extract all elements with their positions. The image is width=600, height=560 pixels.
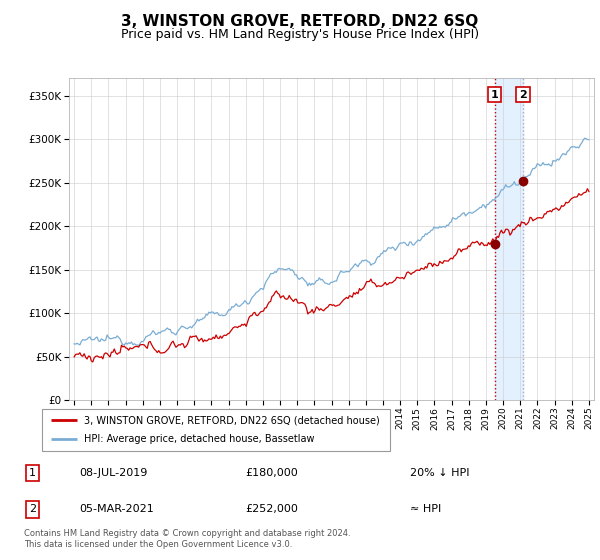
Text: £180,000: £180,000 — [245, 468, 298, 478]
Text: 1: 1 — [491, 90, 499, 100]
Text: 1: 1 — [29, 468, 36, 478]
Text: 2: 2 — [29, 505, 36, 515]
Text: HPI: Average price, detached house, Bassetlaw: HPI: Average price, detached house, Bass… — [84, 435, 314, 445]
Text: 05-MAR-2021: 05-MAR-2021 — [79, 505, 154, 515]
Text: Contains HM Land Registry data © Crown copyright and database right 2024.
This d: Contains HM Land Registry data © Crown c… — [24, 529, 350, 549]
Text: ≈ HPI: ≈ HPI — [410, 505, 442, 515]
Text: Price paid vs. HM Land Registry's House Price Index (HPI): Price paid vs. HM Land Registry's House … — [121, 28, 479, 41]
Text: 08-JUL-2019: 08-JUL-2019 — [79, 468, 148, 478]
FancyBboxPatch shape — [42, 409, 390, 451]
Text: 3, WINSTON GROVE, RETFORD, DN22 6SQ (detached house): 3, WINSTON GROVE, RETFORD, DN22 6SQ (det… — [84, 415, 380, 425]
Text: 3, WINSTON GROVE, RETFORD, DN22 6SQ: 3, WINSTON GROVE, RETFORD, DN22 6SQ — [121, 14, 479, 29]
Bar — [495, 78, 523, 400]
Text: 20% ↓ HPI: 20% ↓ HPI — [410, 468, 470, 478]
Text: £252,000: £252,000 — [245, 505, 298, 515]
Text: 2: 2 — [519, 90, 527, 100]
